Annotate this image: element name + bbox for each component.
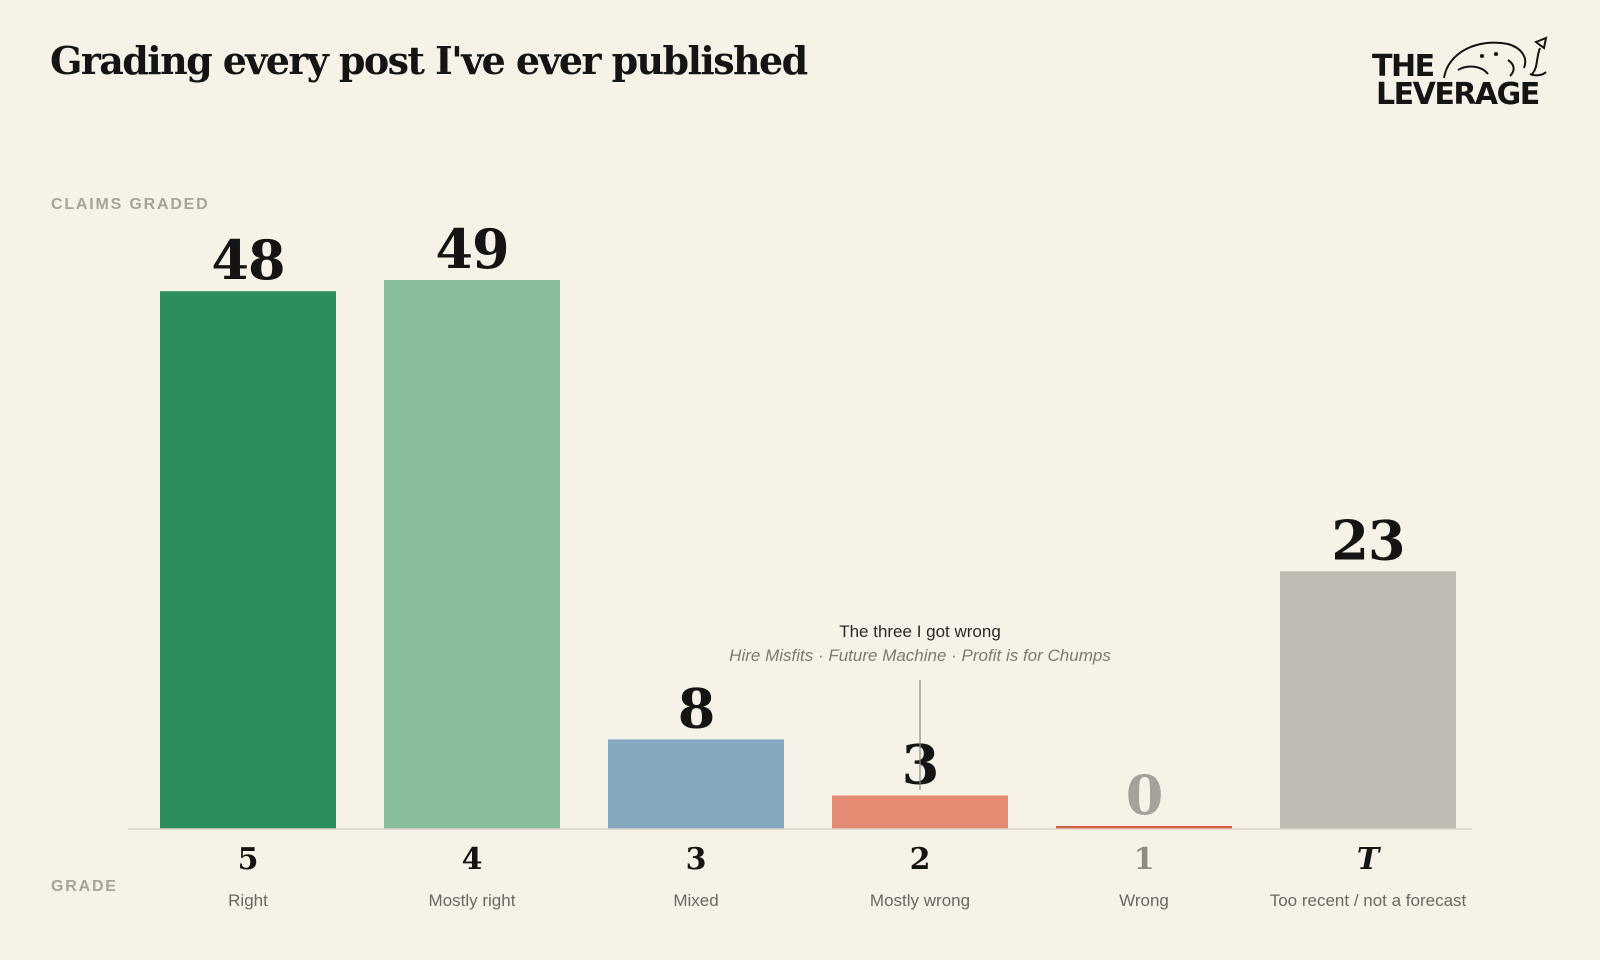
grade-tick-label: 2 <box>910 842 931 877</box>
bar-2 <box>832 795 1008 829</box>
bar-5 <box>160 291 336 829</box>
bar-4 <box>384 280 560 829</box>
category-label: Too recent / not a forecast <box>1270 891 1467 910</box>
value-label: 49 <box>435 217 508 281</box>
category-label: Mostly wrong <box>870 891 970 910</box>
value-label: 23 <box>1331 508 1404 572</box>
annotation-title: The three I got wrong <box>839 622 1001 641</box>
value-label: 0 <box>1126 763 1163 827</box>
grade-tick-label: 3 <box>686 842 707 877</box>
value-label: 8 <box>678 676 715 740</box>
value-label: 48 <box>211 228 284 292</box>
chart-title: Grading every post I've ever published <box>50 38 808 83</box>
grade-tick-label: 1 <box>1134 842 1155 877</box>
grade-tick-label: 4 <box>462 842 483 877</box>
grade-tick-label: T <box>1357 842 1382 877</box>
bar-3 <box>608 739 784 829</box>
x-axis-label: GRADE <box>51 878 118 895</box>
doodle-face-icon <box>1443 36 1548 79</box>
y-axis-label: CLAIMS GRADED <box>51 196 210 213</box>
brand-logo: THE LEVERAGE <box>1372 34 1554 116</box>
grade-tick-label: 5 <box>238 842 259 877</box>
category-label: Wrong <box>1119 891 1169 910</box>
bar-1 <box>1056 826 1232 829</box>
category-label: Mixed <box>673 891 718 910</box>
annotation-subtitle: Hire Misfits · Future Machine · Profit i… <box>729 646 1111 665</box>
logo-line-leverage: LEVERAGE <box>1376 77 1540 112</box>
category-label: Right <box>228 891 268 910</box>
logo-line-the: THE <box>1372 49 1435 84</box>
category-label: Mostly right <box>429 891 516 910</box>
bar-t <box>1280 571 1456 829</box>
